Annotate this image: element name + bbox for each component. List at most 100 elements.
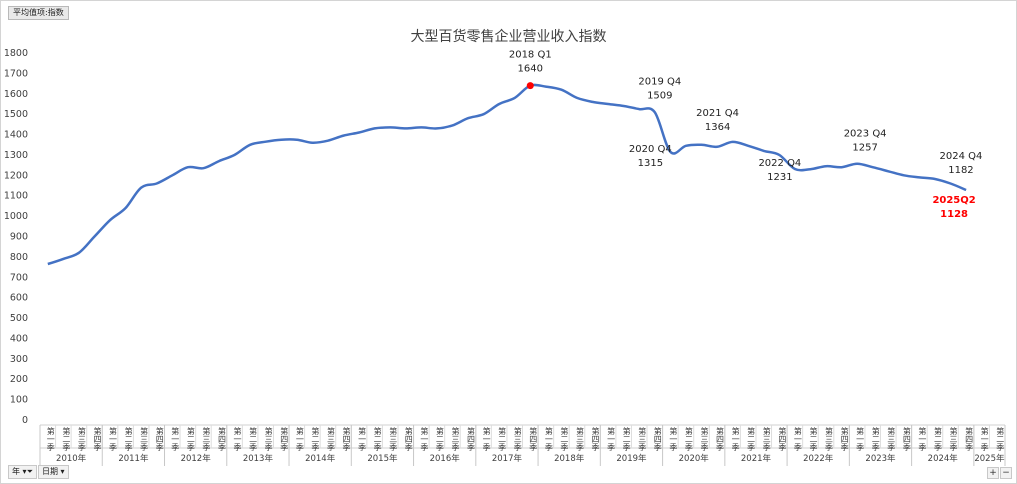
y-tick-label: 300 [10,354,28,365]
y-tick-label: 900 [10,232,28,243]
quarter-label: 第二季 [560,426,569,452]
y-tick-label: 200 [10,374,28,385]
year-label: 2018年 [554,453,585,464]
peak-marker [526,82,534,90]
data-annotations: 2018 Q1 1640 2019 Q4 1509 2020 Q4 1315 2021 Q4… [509,50,983,220]
year-label: 2013年 [243,453,274,464]
data-annotation: 2023 Q4 1257 [844,129,887,154]
annotation-value: 1509 [647,90,672,101]
y-tick-label: 600 [10,293,28,304]
annotation-value: 1640 [518,64,543,75]
quarter-label: 第一季 [607,426,616,452]
year-label: 2021年 [741,453,772,464]
quarter-label: 第三季 [451,426,460,452]
zoom-in-button[interactable]: + [987,467,999,479]
quarter-label: 第二季 [996,426,1005,452]
quarter-label: 第二季 [249,426,258,452]
quarter-label: 第二季 [311,426,320,452]
quarter-label: 第三季 [825,426,834,452]
y-tick-label: 1300 [4,150,28,161]
annotation-period: 2019 Q4 [638,76,681,87]
quarter-label: 第四季 [217,426,226,452]
y-tick-label: 1800 [4,48,28,59]
annotation-period: 2018 Q1 [509,50,552,61]
quarter-label: 第三季 [140,426,149,452]
quarter-label: 第四季 [965,426,974,452]
data-annotation: 2024 Q4 1182 [940,151,983,176]
y-tick-label: 1700 [4,68,28,79]
quarter-label: 第三季 [575,426,584,452]
annotation-value: 1364 [705,122,730,133]
quarter-label: 第三季 [949,426,958,452]
year-label: 2011年 [118,453,149,464]
quarter-label: 第一季 [46,426,55,452]
quarter-label: 第二季 [622,426,631,452]
data-annotation: 2019 Q4 1509 [638,76,681,101]
quarter-label: 第三季 [264,426,273,452]
zoom-out-button[interactable]: − [1000,467,1012,479]
quarter-label: 第四季 [778,426,787,452]
filter-icon: ▾⏷ [22,467,33,476]
annotation-value: 1182 [948,165,973,176]
annotation-period: 2025Q2 [932,195,975,206]
data-annotation: 2018 Q1 1640 [509,50,552,75]
quarter-label: 第二季 [871,426,880,452]
quarter-label: 第二季 [809,426,818,452]
quarter-label: 第一季 [980,426,989,452]
quarter-label: 第一季 [295,426,304,452]
y-tick-label: 100 [10,395,28,406]
year-label: 2019年 [616,453,647,464]
quarter-label: 第二季 [747,426,756,452]
year-label: 2017年 [492,453,523,464]
chart-title: 大型百货零售企业营业收入指数 [410,29,607,45]
quarter-label: 第二季 [186,426,195,452]
annotation-period: 2024 Q4 [940,151,983,162]
quarter-label: 第一季 [358,426,367,452]
quarter-label: 第一季 [544,426,553,452]
highlight-points [526,82,534,90]
year-label: 2010年 [56,453,87,464]
quarter-label: 第四季 [716,426,725,452]
quarter-label: 第四季 [404,426,413,452]
y-tick-label: 1000 [4,211,28,222]
annotation-period: 2022 Q4 [758,158,801,169]
year-label: 2023年 [865,453,896,464]
data-annotation: 2020 Q4 1315 [629,144,672,169]
y-axis: 0 100 200 300 400 500 600 700 800 900 1000 1100 1200… [4,48,28,426]
y-tick-label: 500 [10,313,28,324]
y-tick-label: 1200 [4,170,28,181]
annotation-value: 1315 [638,158,663,169]
year-label: 2025年 [974,453,1005,464]
annotation-period: 2021 Q4 [696,108,739,119]
value-field-button[interactable]: 平均值项:指数 [8,6,69,20]
y-tick-label: 700 [10,272,28,283]
quarter-label: 第一季 [109,426,118,452]
quarter-label: 第四季 [280,426,289,452]
year-label: 2014年 [305,453,336,464]
quarter-label: 第二季 [373,426,382,452]
y-tick-label: 1100 [4,191,28,202]
year-filter-button[interactable]: 年 ▾⏷ [8,465,37,479]
quarter-label: 第一季 [731,426,740,452]
quarter-label: 第二季 [435,426,444,452]
annotation-period: 2020 Q4 [629,144,672,155]
quarter-label: 第四季 [155,426,164,452]
quarter-label: 第一季 [171,426,180,452]
year-label: 2020年 [679,453,710,464]
quarter-label: 第一季 [233,426,242,452]
quarter-label: 第一季 [482,426,491,452]
quarter-label: 第二季 [498,426,507,452]
date-filter-label: 日期 [42,467,58,476]
quarter-label: 第四季 [902,426,911,452]
date-filter-button[interactable]: 日期 ▾ [38,465,69,479]
quarter-label: 第三季 [638,426,647,452]
quarter-label: 第四季 [467,426,476,452]
quarter-label: 第四季 [591,426,600,452]
data-annotation: 2025Q2 1128 [932,195,975,220]
quarter-label: 第四季 [653,426,662,452]
quarter-label: 第一季 [793,426,802,452]
annotation-value: 1231 [767,172,792,183]
quarter-label: 第三季 [700,426,709,452]
